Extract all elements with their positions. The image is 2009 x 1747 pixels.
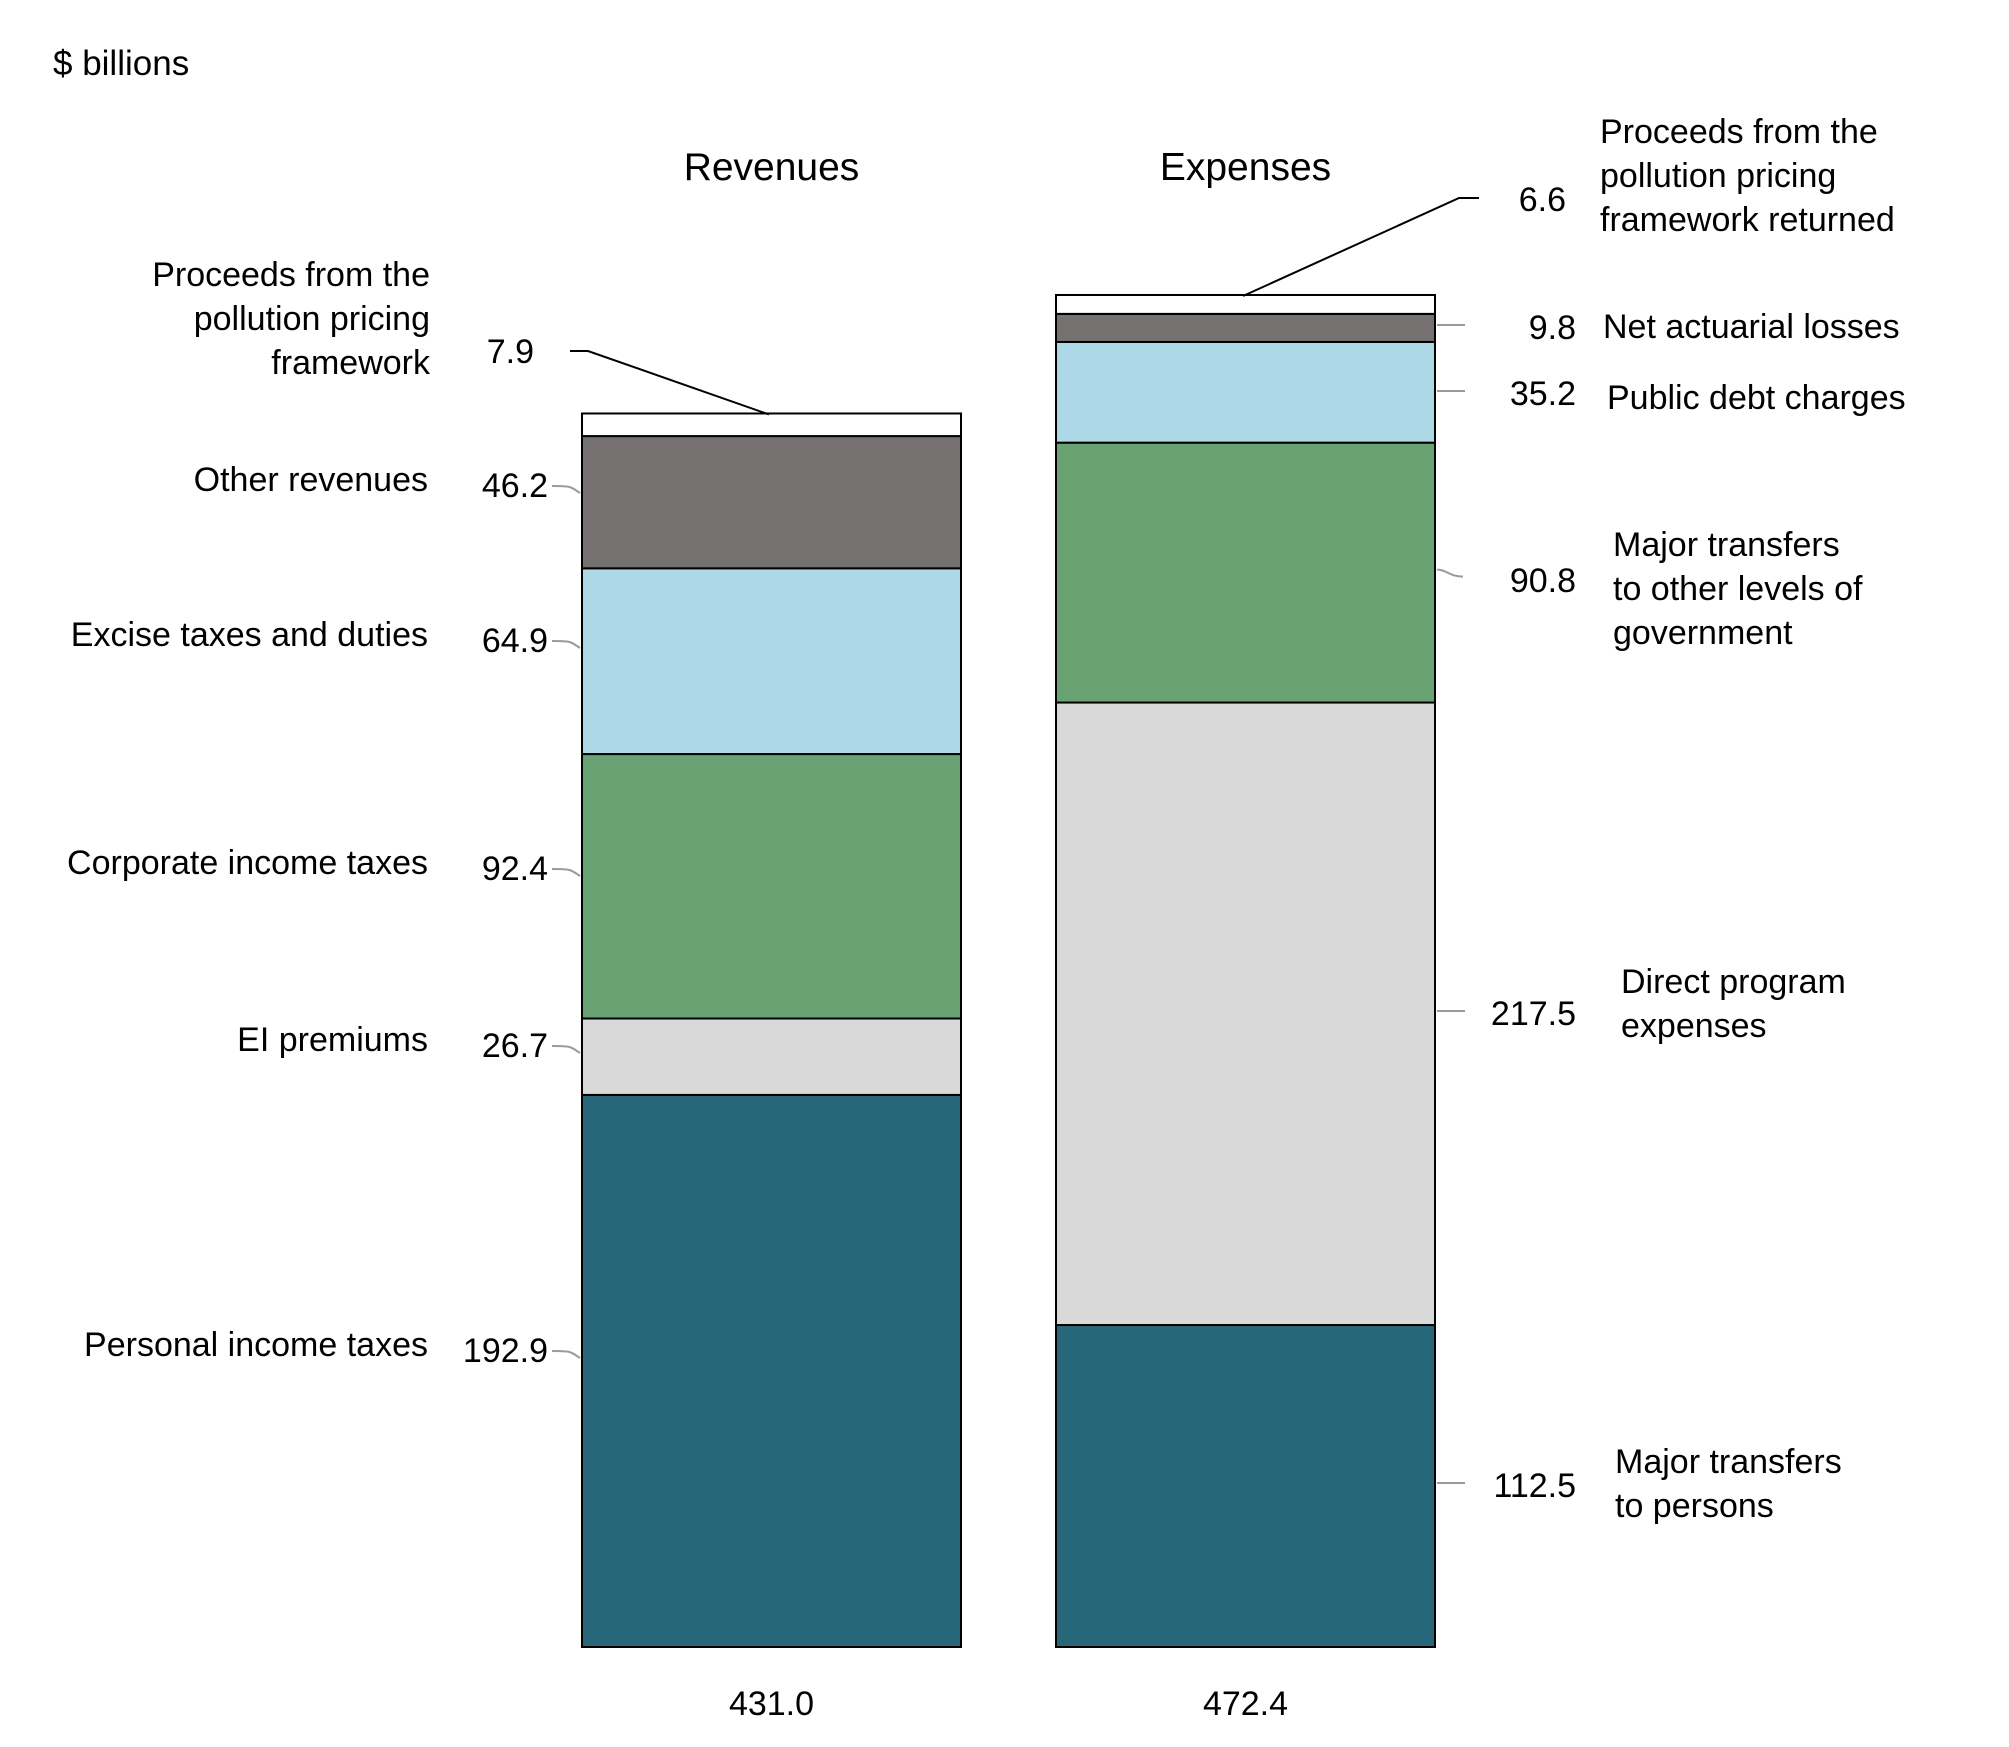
column-title-revenues: Revenues xyxy=(684,146,860,189)
category-label-line: Proceeds from the xyxy=(152,256,430,294)
callout-line xyxy=(570,350,770,416)
category-label-line: to other levels of xyxy=(1613,570,1863,608)
category-label-line: Proceeds from the xyxy=(1600,113,1878,151)
category-label-line: Major transfers xyxy=(1615,1443,1842,1481)
bar-segment xyxy=(1055,441,1436,704)
column-total-expenses: 472.4 xyxy=(1203,1685,1288,1723)
category-label-line: Major transfers xyxy=(1613,526,1840,564)
value-label: 35.2 xyxy=(1510,375,1576,413)
value-label: 217.5 xyxy=(1491,995,1576,1033)
bar-segment xyxy=(1055,293,1436,315)
value-label: 7.9 xyxy=(487,333,534,371)
bar-segment xyxy=(1055,340,1436,444)
bar-segment xyxy=(581,1017,962,1096)
value-label: 92.4 xyxy=(482,850,548,888)
value-label: 64.9 xyxy=(482,622,548,660)
category-label: Personal income taxes xyxy=(84,1326,428,1364)
category-label-line: framework xyxy=(271,344,431,382)
bar-segment xyxy=(581,1093,962,1648)
leader-line xyxy=(551,485,581,494)
category-label-line: framework returned xyxy=(1600,201,1895,239)
bar-segment xyxy=(1055,312,1436,343)
leader-line xyxy=(551,868,581,877)
value-label: 192.9 xyxy=(463,1332,548,1370)
bar-segment xyxy=(1055,1324,1436,1649)
bar-segment xyxy=(581,753,962,1020)
value-label: 26.7 xyxy=(482,1027,548,1065)
category-label-line: Public debt charges xyxy=(1607,379,1906,417)
column-title-expenses: Expenses xyxy=(1160,146,1331,189)
category-label: Excise taxes and duties xyxy=(71,616,428,654)
category-label-line: government xyxy=(1613,614,1793,652)
bar-segment xyxy=(581,412,962,438)
value-label: 90.8 xyxy=(1510,562,1576,600)
category-label: EI premiums xyxy=(237,1021,428,1059)
callout-line xyxy=(1242,197,1479,297)
bar-segment xyxy=(581,435,962,570)
value-label: 112.5 xyxy=(1493,1467,1576,1505)
value-label: 46.2 xyxy=(482,467,548,505)
leader-line xyxy=(551,640,581,649)
category-label-line: pollution pricing xyxy=(194,300,430,338)
category-label-line: to persons xyxy=(1615,1487,1774,1525)
column-total-revenues: 431.0 xyxy=(729,1685,814,1723)
leader-line xyxy=(551,1350,581,1359)
category-label-line: Net actuarial losses xyxy=(1603,308,1900,346)
category-label: Corporate income taxes xyxy=(67,844,428,882)
bar-segment xyxy=(1055,701,1436,1327)
category-label-line: expenses xyxy=(1621,1007,1767,1045)
value-label: 6.6 xyxy=(1519,181,1566,219)
leader-line xyxy=(1436,568,1464,578)
unit-label: $ billions xyxy=(53,44,189,83)
value-label: 9.8 xyxy=(1529,309,1576,347)
leader-line xyxy=(551,1045,581,1054)
category-label: Other revenues xyxy=(194,461,428,499)
category-label-line: Direct program xyxy=(1621,963,1846,1001)
bar-segment xyxy=(581,567,962,756)
category-label-line: pollution pricing xyxy=(1600,157,1836,195)
